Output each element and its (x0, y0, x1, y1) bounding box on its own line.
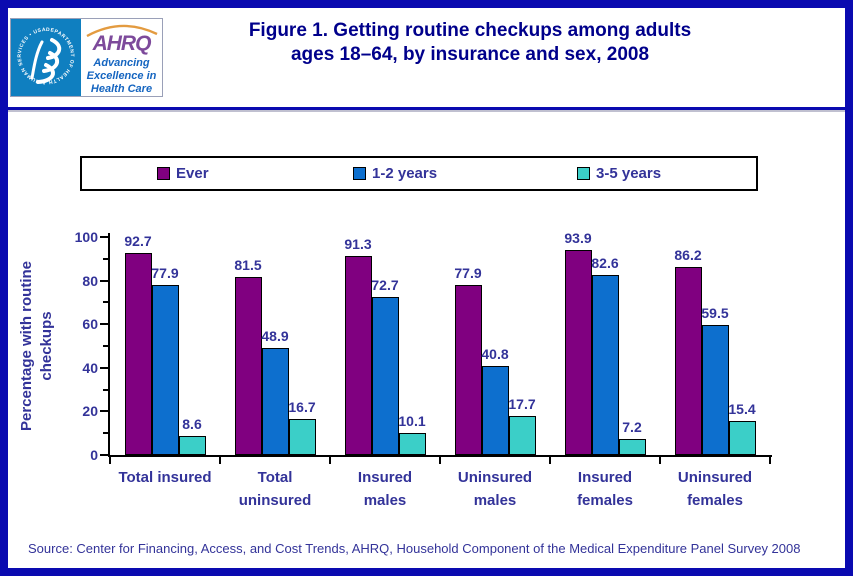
ahrq-logo: DEPARTMENT OF HEALTH & HUMAN SERVICES • … (10, 18, 163, 97)
bar-ever-uninsured-males (454, 285, 482, 455)
bar-1-2-years-total-insured (151, 285, 179, 455)
bar-ever-insured-males (344, 255, 372, 455)
value-label-ever-insured-males: 91.3 (344, 235, 372, 252)
category-label-uninsured-females: Uninsured females (677, 469, 753, 509)
legend-item-ever: Ever (157, 158, 209, 189)
category-label-total-insured: Total insured (118, 469, 212, 486)
value-label-1-2-years-total-uninsured: 48.9 (261, 328, 289, 345)
bar-3-5-years-insured-females (618, 439, 646, 455)
bar-3-5-years-total-insured (178, 436, 206, 455)
source-note: Source: Center for Financing, Access, an… (28, 541, 801, 556)
category-label-uninsured-males: Uninsured males (457, 469, 533, 509)
bar-3-5-years-insured-males (398, 432, 426, 455)
ahrq-wordmark: AHRQ Advancing Excellence in Health Care (81, 19, 162, 96)
ahrq-tagline: Advancing Excellence in Health Care (86, 57, 157, 95)
x-tick (439, 455, 441, 464)
bar-1-2-years-uninsured-males (481, 366, 509, 455)
hhs-seal: DEPARTMENT OF HEALTH & HUMAN SERVICES • … (11, 19, 81, 96)
category-label-insured-females: Insured females (577, 469, 633, 509)
bar-1-2-years-total-uninsured (261, 348, 289, 455)
bar-3-5-years-uninsured-females (728, 421, 756, 455)
legend-swatch-1-2-years (353, 167, 366, 180)
value-label-3-5-years-total-uninsured: 16.7 (288, 398, 316, 415)
y-minor-tick (103, 345, 108, 347)
value-label-3-5-years-uninsured-females: 15.4 (728, 401, 756, 418)
bar-ever-total-uninsured (234, 277, 262, 455)
value-label-ever-uninsured-females: 86.2 (674, 247, 702, 264)
category-label-total-uninsured: Total uninsured (238, 469, 312, 509)
x-tick (219, 455, 221, 464)
y-tick-label: 100 (74, 229, 98, 245)
legend-label: 3-5 years (596, 165, 662, 182)
y-tick-label: 60 (82, 316, 98, 333)
y-tick-label: 40 (82, 359, 98, 376)
bar-ever-total-insured (124, 252, 152, 455)
legend-swatch-ever (157, 167, 170, 180)
legend: Ever 1-2 years 3-5 years (80, 156, 758, 191)
figure-title: Figure 1. Getting routine checkups among… (248, 20, 692, 65)
value-label-ever-insured-females: 93.9 (564, 230, 592, 247)
value-label-1-2-years-uninsured-females: 59.5 (701, 305, 729, 322)
value-label-ever-total-uninsured: 81.5 (234, 257, 262, 274)
legend-item-3-5-years: 3-5 years (577, 158, 661, 189)
value-label-3-5-years-uninsured-males: 17.7 (508, 396, 536, 413)
y-major-tick (100, 454, 108, 456)
y-major-tick (100, 366, 108, 369)
legend-label: 1-2 years (372, 165, 438, 182)
y-tick-label: 0 (90, 447, 98, 463)
legend-swatch-3-5-years (577, 167, 590, 180)
value-label-ever-total-insured: 92.7 (124, 232, 152, 249)
y-tick-label: 20 (82, 403, 98, 420)
bar-ever-insured-females (564, 250, 592, 455)
y-minor-tick (103, 301, 108, 304)
y-minor-tick (103, 388, 108, 391)
value-label-1-2-years-insured-males: 72.7 (371, 276, 399, 293)
value-label-3-5-years-insured-males: 10.1 (398, 412, 426, 429)
header-divider (0, 107, 853, 112)
x-tick (769, 455, 771, 464)
bar-1-2-years-uninsured-females (701, 325, 729, 455)
x-tick (659, 455, 661, 464)
bar-1-2-years-insured-males (371, 296, 399, 455)
category-label-insured-males: Insured males (357, 469, 413, 509)
x-tick (549, 455, 551, 464)
value-label-ever-uninsured-males: 77.9 (454, 265, 482, 282)
value-label-1-2-years-uninsured-males: 40.8 (481, 346, 509, 363)
y-minor-tick (103, 257, 108, 260)
bar-3-5-years-total-uninsured (288, 418, 316, 455)
legend-label: Ever (176, 165, 209, 182)
bar-3-5-years-uninsured-males (508, 416, 536, 455)
bar-1-2-years-insured-females (591, 274, 619, 455)
y-axis (108, 233, 110, 457)
ahrq-acronym: AHRQ (92, 32, 152, 55)
ahrq-arc-icon (85, 24, 158, 37)
legend-item-1-2-years: 1-2 years (353, 158, 437, 189)
value-label-1-2-years-total-insured: 77.9 (151, 265, 179, 282)
y-major-tick (100, 410, 108, 413)
bar-ever-uninsured-females (674, 267, 702, 455)
y-major-tick (100, 279, 108, 282)
hhs-eagle-icon: DEPARTMENT OF HEALTH & HUMAN SERVICES • … (17, 27, 74, 85)
y-major-tick (100, 323, 108, 326)
value-label-3-5-years-insured-females: 7.2 (622, 419, 642, 436)
x-tick (109, 455, 111, 464)
y-tick-label: 80 (82, 272, 98, 289)
value-label-3-5-years-total-insured: 8.6 (182, 416, 202, 433)
y-major-tick (100, 236, 108, 238)
y-minor-tick (103, 432, 108, 435)
x-tick (329, 455, 331, 464)
value-label-1-2-years-insured-females: 82.6 (591, 254, 619, 271)
